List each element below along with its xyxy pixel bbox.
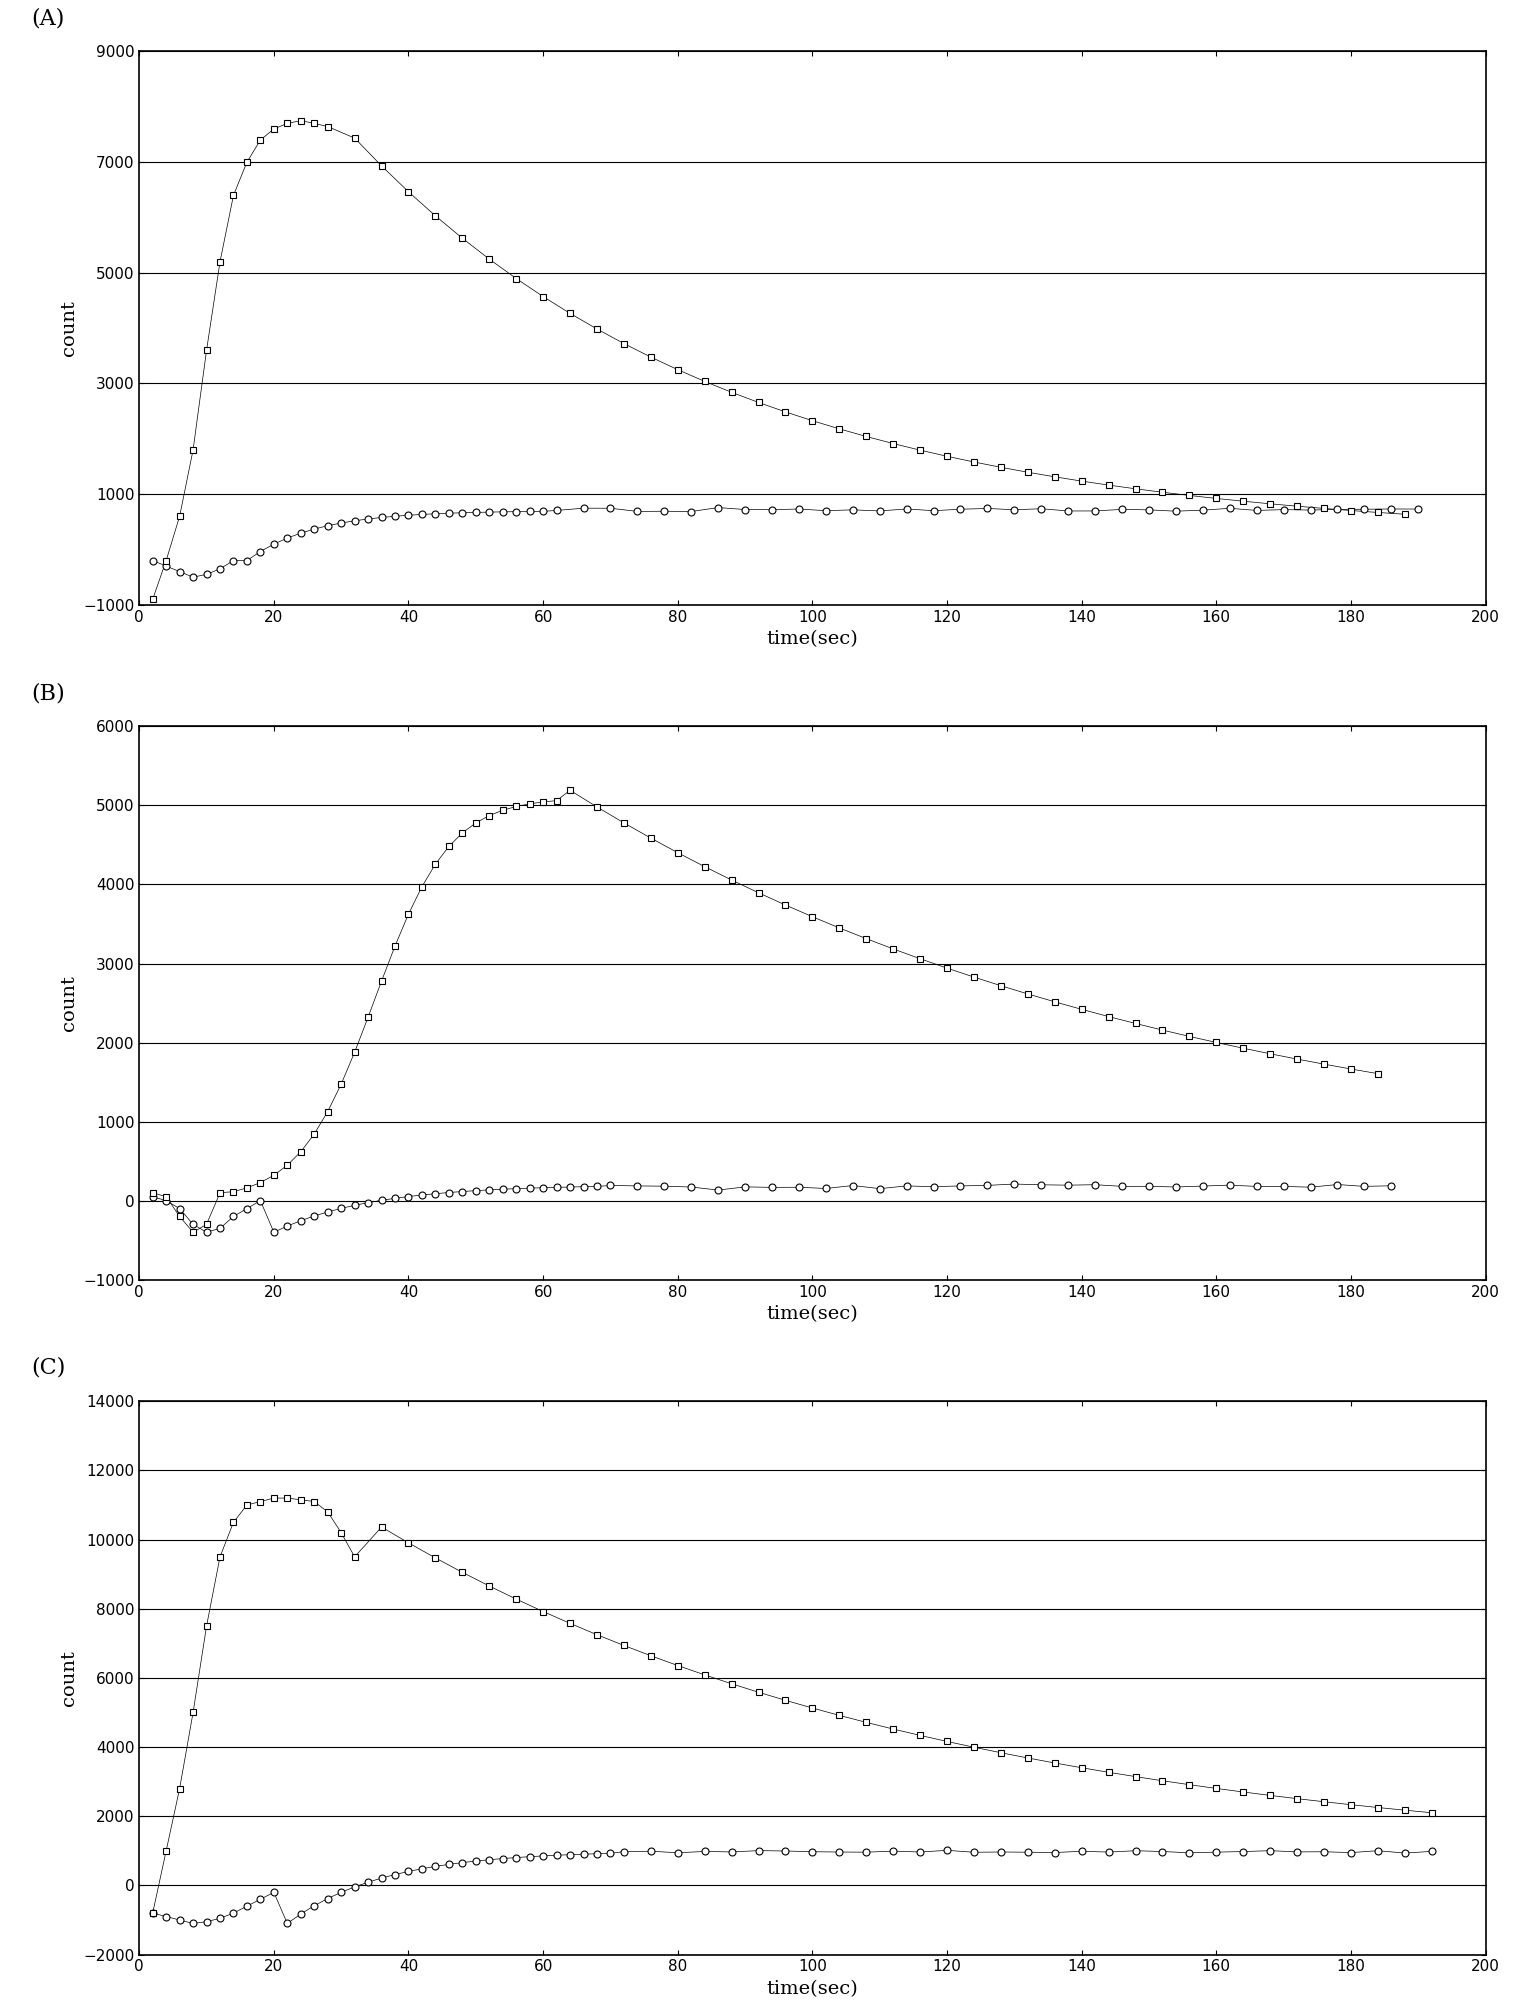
X-axis label: time(sec): time(sec) (767, 1981, 859, 1999)
Y-axis label: count: count (59, 300, 77, 356)
X-axis label: time(sec): time(sec) (767, 1304, 859, 1323)
Text: (B): (B) (32, 682, 65, 705)
Text: (C): (C) (32, 1357, 65, 1379)
X-axis label: time(sec): time(sec) (767, 630, 859, 648)
Y-axis label: count: count (59, 974, 77, 1031)
Y-axis label: count: count (59, 1651, 77, 1705)
Text: (A): (A) (32, 8, 65, 30)
